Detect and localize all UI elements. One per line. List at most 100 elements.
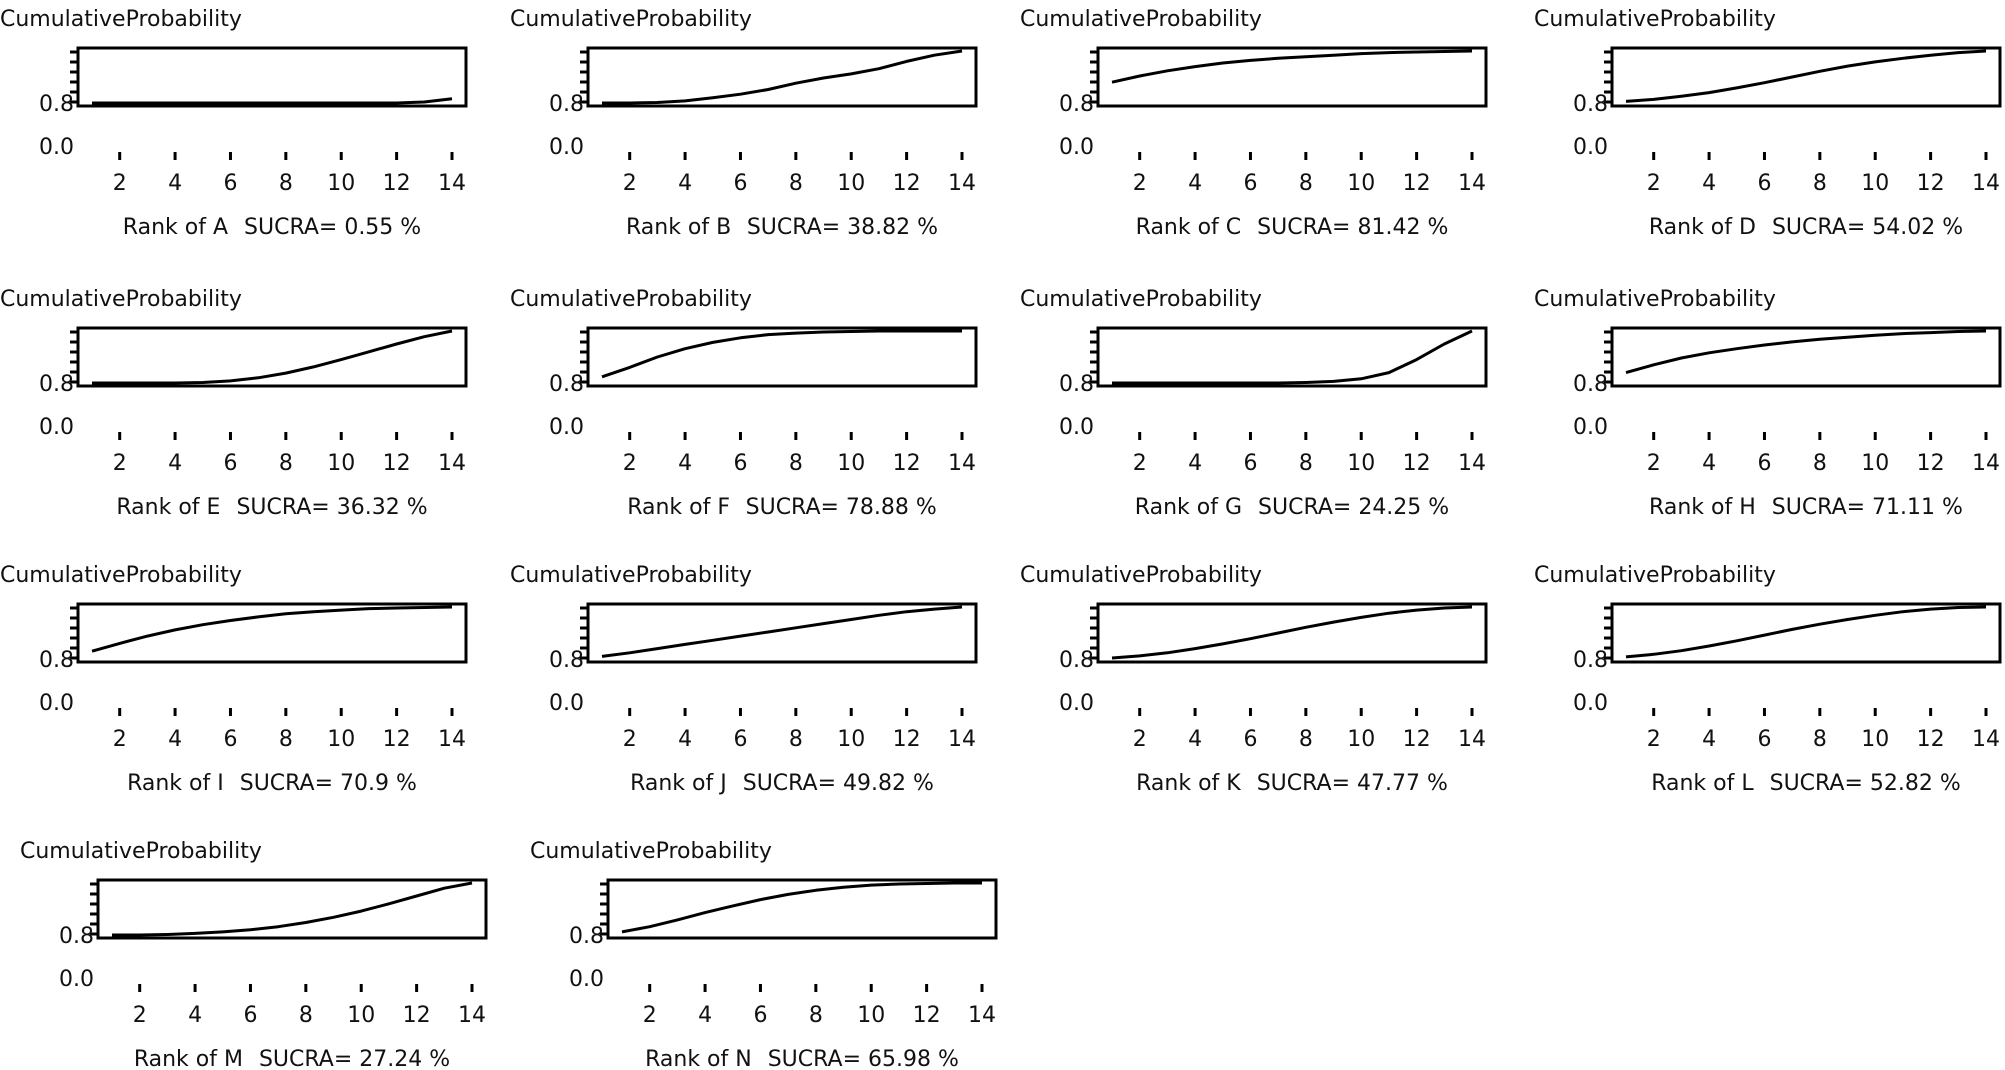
x-tick-label: 6 (733, 727, 747, 752)
plot-frame (1610, 602, 2002, 664)
x-axis-caption: Rank of G SUCRA= 24.25 % (1135, 495, 1449, 520)
x-tick-label: 4 (678, 727, 692, 752)
x-tick-label: 14 (948, 727, 976, 752)
y-tick-label: 0.0 (1059, 415, 1094, 440)
x-tick-label: 6 (223, 171, 237, 196)
x-axis-label: Rank of D (1649, 215, 1756, 240)
cumulative-probability-line (601, 605, 963, 658)
x-axis-caption: Rank of N SUCRA= 65.98 % (645, 1047, 959, 1070)
x-tick-label: 10 (1347, 451, 1375, 476)
x-tick-label: 10 (347, 1003, 375, 1028)
x-axis-label: Rank of C (1136, 215, 1242, 240)
x-tick-label: 14 (1972, 451, 2000, 476)
x-tick-label: 6 (243, 1003, 257, 1028)
x-tick-label: 14 (438, 451, 466, 476)
cumulative-probability-line (92, 97, 453, 105)
sucra-value: SUCRA= 81.42 % (1257, 215, 1448, 240)
plot-frame (1610, 326, 2002, 388)
x-tick-label: 8 (1299, 451, 1313, 476)
y-tick-label: 0.0 (1573, 135, 1608, 160)
sucra-value: SUCRA= 71.11 % (1772, 495, 1963, 520)
x-tick-label: 4 (678, 171, 692, 196)
x-axis-caption: Rank of H SUCRA= 71.11 % (1649, 495, 1963, 520)
x-tick-label: 2 (623, 451, 637, 476)
chart-panel: CumulativeProbability 0.8 0.0 2 4 6 8 10 12 14 Ran… (510, 563, 978, 796)
plot-frame (76, 326, 468, 388)
x-axis-label: Rank of K (1136, 771, 1241, 796)
y-tick-label: 0.8 (549, 648, 584, 673)
x-tick-label: 4 (678, 451, 692, 476)
sucra-value: SUCRA= 54.02 % (1772, 215, 1963, 240)
y-axis-label: CumulativeProbability (0, 563, 242, 588)
cumulative-probability-line (1111, 605, 1473, 660)
x-tick-label: 4 (1702, 171, 1716, 196)
sucra-value: SUCRA= 38.82 % (747, 215, 938, 240)
plot-frame (1096, 602, 1488, 664)
x-tick-label: 8 (279, 727, 293, 752)
x-tick-label: 4 (168, 171, 182, 196)
x-tick-label: 4 (1188, 451, 1202, 476)
y-axis-label: CumulativeProbability (510, 287, 752, 312)
x-tick-label: 14 (438, 727, 466, 752)
cumulative-probability-line (602, 49, 963, 105)
chart-panel: CumulativeProbability 0.8 0.0 2 4 6 8 10 12 14 Ran… (0, 563, 468, 796)
plot-frame (586, 326, 978, 388)
x-axis-label: Rank of A (123, 215, 228, 240)
x-tick-label: 12 (1917, 727, 1945, 752)
sucra-value: SUCRA= 24.25 % (1258, 495, 1449, 520)
x-tick-label: 10 (1861, 451, 1889, 476)
x-tick-label: 12 (403, 1003, 431, 1028)
x-tick-label: 10 (327, 171, 355, 196)
x-tick-label: 8 (789, 727, 803, 752)
x-tick-label: 12 (383, 727, 411, 752)
plot-frame (1096, 326, 1488, 388)
y-tick-label: 0.8 (1573, 648, 1608, 673)
x-axis-caption: Rank of M SUCRA= 27.24 % (134, 1047, 450, 1070)
x-tick-label: 12 (1403, 727, 1431, 752)
y-axis-label: CumulativeProbability (1020, 287, 1262, 312)
x-tick-label: 2 (113, 727, 127, 752)
chart-panel: CumulativeProbability 0.8 0.0 2 4 6 8 10 12 14 Ran… (1020, 287, 1488, 520)
x-axis-label: Rank of M (134, 1047, 243, 1070)
x-tick-label: 12 (1403, 171, 1431, 196)
cumulative-probability-line (1112, 329, 1473, 385)
x-tick-label: 14 (1972, 171, 2000, 196)
x-axis-caption: Rank of B SUCRA= 38.82 % (626, 215, 938, 240)
x-tick-label: 12 (893, 451, 921, 476)
x-tick-label: 2 (113, 171, 127, 196)
x-tick-label: 8 (789, 171, 803, 196)
x-tick-label: 14 (438, 171, 466, 196)
x-tick-label: 2 (643, 1003, 657, 1028)
chart-panel: CumulativeProbability 0.8 0.0 2 4 6 8 10 12 14 Ran… (1534, 563, 2002, 796)
sucra-value: SUCRA= 27.24 % (259, 1047, 450, 1070)
x-tick-label: 14 (948, 451, 976, 476)
cumulative-probability-line (112, 881, 473, 937)
plot-frame (96, 878, 488, 940)
sucra-value: SUCRA= 0.55 % (244, 215, 421, 240)
chart-panel: CumulativeProbability 0.8 0.0 2 4 6 8 10 12 14 Ran… (0, 287, 468, 520)
x-tick-label: 12 (893, 171, 921, 196)
x-axis-label: Rank of B (626, 215, 731, 240)
x-tick-label: 2 (1647, 727, 1661, 752)
plot-frame (586, 602, 978, 664)
y-tick-label: 0.8 (549, 372, 584, 397)
x-tick-label: 10 (837, 451, 865, 476)
y-tick-label: 0.8 (39, 372, 74, 397)
x-tick-label: 8 (1813, 171, 1827, 196)
y-tick-label: 0.0 (39, 415, 74, 440)
x-tick-label: 4 (1702, 451, 1716, 476)
x-axis-label: Rank of J (630, 771, 727, 796)
cumulative-probability-line (1625, 329, 1987, 375)
y-axis-label: CumulativeProbability (1534, 7, 1776, 32)
y-tick-label: 0.8 (569, 924, 604, 949)
x-tick-label: 2 (1133, 727, 1147, 752)
y-tick-label: 0.8 (39, 92, 74, 117)
x-tick-label: 8 (279, 451, 293, 476)
x-tick-label: 6 (1243, 171, 1257, 196)
sucra-value: SUCRA= 36.32 % (236, 495, 427, 520)
y-tick-label: 0.0 (569, 967, 604, 992)
x-axis-label: Rank of E (116, 495, 220, 520)
x-tick-label: 4 (698, 1003, 712, 1028)
cumulative-probability-line (92, 329, 453, 385)
